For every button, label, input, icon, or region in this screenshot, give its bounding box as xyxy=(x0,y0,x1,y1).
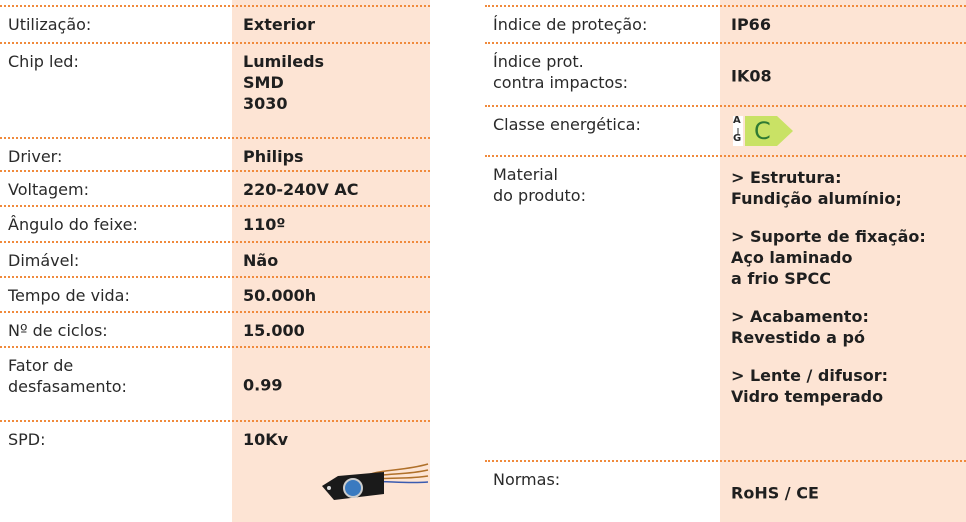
spec-row: Fator de desfasamento: 0.99 xyxy=(0,346,430,420)
spec-value: RoHS / CE xyxy=(731,483,819,504)
text-line: Philips xyxy=(243,147,304,166)
text-line: Material xyxy=(493,165,558,184)
energy-bottom: G xyxy=(733,133,742,144)
text-line: Voltagem: xyxy=(8,180,89,199)
spec-label: Voltagem: xyxy=(8,179,89,200)
spec-row: Índice de proteção: IP66 xyxy=(485,5,966,42)
text-line: contra impactos: xyxy=(493,73,629,92)
text-line: 15.000 xyxy=(243,321,305,340)
text-line: Índice de proteção: xyxy=(493,15,648,34)
text-line: Não xyxy=(243,251,279,270)
spec-label: SPD: xyxy=(8,429,46,450)
text-line: desfasamento: xyxy=(8,377,127,396)
spec-row: Ângulo do feixe: 110º xyxy=(0,205,430,241)
text-line: Dimável: xyxy=(8,251,80,270)
spec-label: Normas: xyxy=(493,469,560,490)
text-line: Nº de ciclos: xyxy=(8,321,108,340)
text-line: Chip led: xyxy=(8,52,79,71)
material-item: > Acabamento: Revestido a pó xyxy=(731,306,926,348)
spec-row: Normas: RoHS / CE xyxy=(485,460,966,522)
spec-value: 50.000h xyxy=(243,285,316,306)
text-line: IK08 xyxy=(731,66,772,86)
spec-label: Driver: xyxy=(8,146,62,167)
spec-value: Exterior xyxy=(243,14,315,35)
text-line: 3030 xyxy=(243,94,288,113)
text-line: Lumileds xyxy=(243,52,325,71)
material-item: > Suporte de fixação: Aço laminado a frio … xyxy=(731,226,926,289)
text-line: IP66 xyxy=(731,15,771,34)
spec-label: Nº de ciclos: xyxy=(8,320,108,341)
text-line: 10Kv xyxy=(243,430,289,449)
spec-label: Chip led: xyxy=(8,51,79,72)
text-line: Fator de xyxy=(8,356,74,375)
spec-value: 110º xyxy=(243,214,285,235)
spec-label: Índice prot. contra impactos: xyxy=(493,51,628,93)
spec-value: IK08 xyxy=(731,65,772,86)
text-line: 220-240V AC xyxy=(243,180,359,199)
spec-label: Tempo de vida: xyxy=(8,285,130,306)
spec-value: Não xyxy=(243,250,278,271)
text-line: Revestido a pó xyxy=(731,328,865,347)
text-line: Exterior xyxy=(243,15,316,34)
text-line: a frio SPCC xyxy=(731,269,831,288)
spec-label: Índice de proteção: xyxy=(493,14,647,35)
text-line: Driver: xyxy=(8,147,63,166)
spec-value: Philips xyxy=(243,146,304,167)
spec-row: Voltagem: 220-240V AC xyxy=(0,170,430,205)
text-line: > Acabamento: xyxy=(731,307,869,326)
energy-class: C xyxy=(754,117,771,145)
text-line: Ângulo do feixe: xyxy=(8,215,138,234)
text-line: Índice prot. xyxy=(493,52,584,71)
material-item: > Estrutura: Fundição alumínio; xyxy=(731,167,926,209)
text-line: RoHS / CE xyxy=(731,483,819,503)
spec-label: Fator de desfasamento: xyxy=(8,355,127,397)
text-line: Aço laminado xyxy=(731,248,853,267)
text-line: Classe energética: xyxy=(493,115,641,134)
spec-row: Tempo de vida: 50.000h xyxy=(0,276,430,311)
text-line: do produto: xyxy=(493,186,586,205)
text-line: 110º xyxy=(243,215,286,234)
spec-row: Utilização: Exterior xyxy=(0,5,430,42)
spec-label: Material do produto: xyxy=(493,164,586,206)
text-line: Vidro temperado xyxy=(731,387,884,406)
spec-row: Classe energética: A G C xyxy=(485,105,966,155)
spec-label: Utilização: xyxy=(8,14,91,35)
text-line: 0.99 xyxy=(243,375,283,395)
spec-row: Chip led: Lumileds SMD 3030 xyxy=(0,42,430,137)
spec-value: IP66 xyxy=(731,14,771,35)
spec-row: Driver: Philips xyxy=(0,137,430,170)
text-line: SPD: xyxy=(8,430,46,449)
spec-label: Ângulo do feixe: xyxy=(8,214,138,235)
value-column xyxy=(720,0,966,522)
spec-row: Índice prot. contra impactos: IK08 xyxy=(485,42,966,105)
spec-value: 220-240V AC xyxy=(243,179,359,200)
text-line: Tempo de vida: xyxy=(8,286,130,305)
spec-row: SPD: 10Kv xyxy=(0,420,430,522)
spec-label: Classe energética: xyxy=(493,114,641,135)
value-column xyxy=(232,0,430,522)
text-line: > Suporte de fixação: xyxy=(731,227,926,246)
text-line: 50.000h xyxy=(243,286,317,305)
spec-value: Lumileds SMD 3030 xyxy=(243,51,324,114)
spec-row: Dimável: Não xyxy=(0,241,430,276)
spec-value: 15.000 xyxy=(243,320,305,341)
text-line: Utilização: xyxy=(8,15,92,34)
material-item: > Lente / difusor: Vidro temperado xyxy=(731,365,926,407)
spec-value: 10Kv xyxy=(243,429,288,450)
text-line: Normas: xyxy=(493,470,561,489)
text-line: > Estrutura: xyxy=(731,168,842,187)
energy-arrow xyxy=(733,116,793,146)
spec-row: Material do produto: > Estrutura: Fundição … xyxy=(485,155,966,460)
text-line: SMD xyxy=(243,73,284,92)
cable-image xyxy=(322,463,429,500)
energy-top: A xyxy=(733,115,741,126)
spec-value: > Estrutura: Fundição alumínio; > Suporte … xyxy=(731,167,926,424)
text-line: Fundição alumínio; xyxy=(731,189,902,208)
text-line: > Lente / difusor: xyxy=(731,366,888,385)
spec-value: 0.99 xyxy=(243,375,282,396)
spec-row: Nº de ciclos: 15.000 xyxy=(0,311,430,346)
spec-label: Dimável: xyxy=(8,250,79,271)
